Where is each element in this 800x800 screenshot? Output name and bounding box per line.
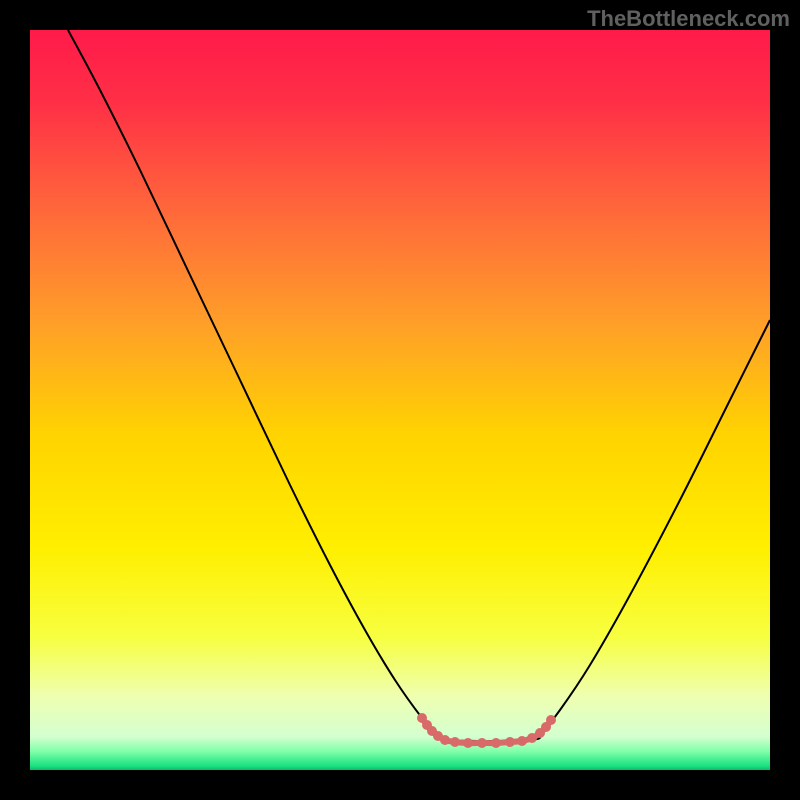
trough-marker-dot: [440, 735, 450, 745]
trough-marker-dot: [463, 738, 473, 748]
trough-marker-dot: [505, 737, 515, 747]
trough-marker-dot: [517, 736, 527, 746]
chart-svg-overlay: [30, 30, 770, 770]
trough-marker-dot: [450, 737, 460, 747]
bottleneck-curve: [68, 30, 770, 741]
plot-area: [30, 30, 770, 770]
trough-marker-dot: [491, 738, 501, 748]
trough-marker-dot: [546, 715, 556, 725]
trough-marker-dot: [477, 738, 487, 748]
watermark-text: TheBottleneck.com: [587, 6, 790, 32]
